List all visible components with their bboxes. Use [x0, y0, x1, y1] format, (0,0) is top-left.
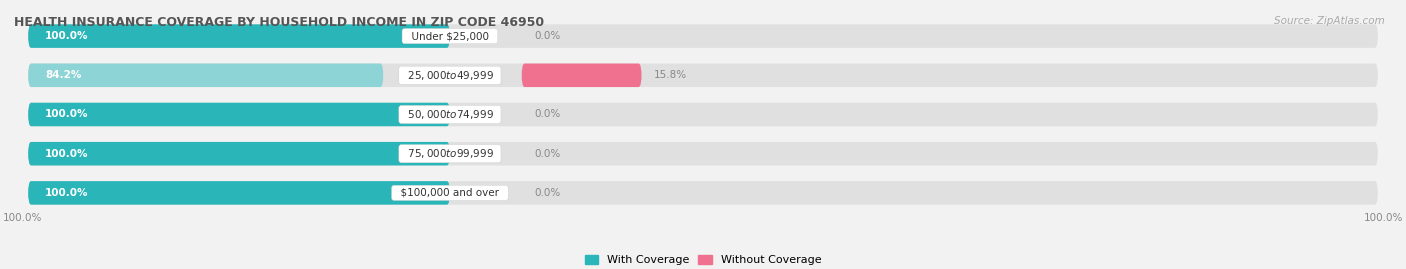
Text: HEALTH INSURANCE COVERAGE BY HOUSEHOLD INCOME IN ZIP CODE 46950: HEALTH INSURANCE COVERAGE BY HOUSEHOLD I… [14, 16, 544, 29]
FancyBboxPatch shape [28, 103, 450, 126]
Text: 100.0%: 100.0% [3, 214, 42, 224]
FancyBboxPatch shape [28, 142, 1378, 165]
Text: 100.0%: 100.0% [45, 31, 89, 41]
Text: $75,000 to $99,999: $75,000 to $99,999 [402, 147, 498, 160]
FancyBboxPatch shape [28, 63, 384, 87]
Text: 0.0%: 0.0% [534, 109, 561, 119]
Text: 100.0%: 100.0% [45, 109, 89, 119]
FancyBboxPatch shape [28, 63, 1378, 87]
Text: 100.0%: 100.0% [45, 149, 89, 159]
Text: 100.0%: 100.0% [1364, 214, 1403, 224]
Text: $50,000 to $74,999: $50,000 to $74,999 [402, 108, 498, 121]
FancyBboxPatch shape [28, 142, 450, 165]
FancyBboxPatch shape [522, 63, 641, 87]
Text: Under $25,000: Under $25,000 [405, 31, 495, 41]
Text: 84.2%: 84.2% [45, 70, 82, 80]
Text: 0.0%: 0.0% [534, 31, 561, 41]
Text: 100.0%: 100.0% [45, 188, 89, 198]
Text: Source: ZipAtlas.com: Source: ZipAtlas.com [1274, 16, 1385, 26]
Text: 0.0%: 0.0% [534, 149, 561, 159]
Text: $100,000 and over: $100,000 and over [394, 188, 506, 198]
Text: $25,000 to $49,999: $25,000 to $49,999 [402, 69, 498, 82]
Text: 0.0%: 0.0% [534, 188, 561, 198]
FancyBboxPatch shape [28, 181, 450, 205]
Legend: With Coverage, Without Coverage: With Coverage, Without Coverage [581, 251, 825, 269]
FancyBboxPatch shape [28, 24, 1378, 48]
FancyBboxPatch shape [28, 24, 450, 48]
FancyBboxPatch shape [28, 103, 1378, 126]
FancyBboxPatch shape [28, 181, 1378, 205]
Text: 15.8%: 15.8% [654, 70, 688, 80]
